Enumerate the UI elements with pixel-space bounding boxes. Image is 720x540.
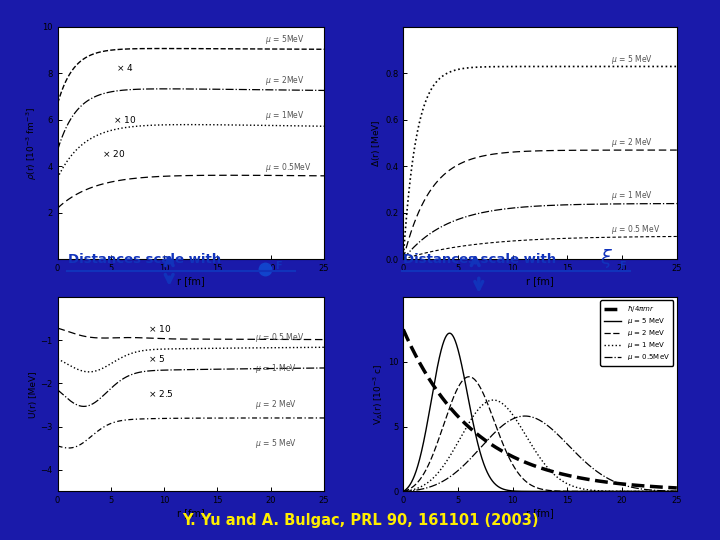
Text: $\mu$ = 5 MeV: $\mu$ = 5 MeV <box>611 53 653 66</box>
Text: $\times$ 2.5: $\times$ 2.5 <box>148 388 174 399</box>
Text: F: F <box>275 261 282 271</box>
Text: $\mu$ = 0.5 MeV: $\mu$ = 0.5 MeV <box>255 331 304 344</box>
Y-axis label: $\Delta$(r) [MeV]: $\Delta$(r) [MeV] <box>370 119 382 167</box>
Text: $\mu$ = 2 MeV: $\mu$ = 2 MeV <box>611 137 653 150</box>
Y-axis label: V$_\Delta$(r) [10$^{-3}$ c]: V$_\Delta$(r) [10$^{-3}$ c] <box>372 363 385 425</box>
Text: $\mu$ = 0.5MeV: $\mu$ = 0.5MeV <box>266 161 312 174</box>
X-axis label: r [fm]: r [fm] <box>177 276 204 286</box>
Text: $\mu$ = 5MeV: $\mu$ = 5MeV <box>266 33 305 46</box>
X-axis label: r [fm]: r [fm] <box>526 276 554 286</box>
Text: Y. Yu and A. Bulgac, PRL 90, 161101 (2003): Y. Yu and A. Bulgac, PRL 90, 161101 (200… <box>181 513 539 528</box>
Legend: $\hbar/4\pi mr$, $\mu$ = 5 MeV, $\mu$ = 2 MeV, $\mu$ = 1 MeV, $\mu$ = 0.5MeV: $\hbar/4\pi mr$, $\mu$ = 5 MeV, $\mu$ = … <box>600 300 673 366</box>
Text: Distances scale with: Distances scale with <box>68 253 226 266</box>
Text: $\mu$ = 1MeV: $\mu$ = 1MeV <box>266 109 305 122</box>
X-axis label: r [fm]: r [fm] <box>177 508 204 518</box>
Text: $\mu$ = 5 MeV: $\mu$ = 5 MeV <box>255 437 297 450</box>
Text: F: F <box>619 261 626 271</box>
Text: $\times$ 5: $\times$ 5 <box>148 353 166 364</box>
Text: $\xi$: $\xi$ <box>600 247 613 270</box>
Text: $\times$ 10: $\times$ 10 <box>113 114 136 125</box>
Text: $\times$ 20: $\times$ 20 <box>102 148 125 159</box>
Y-axis label: U(r) [MeV]: U(r) [MeV] <box>29 371 37 417</box>
Text: $\mu$ = 1 MeV: $\mu$ = 1 MeV <box>611 188 653 201</box>
Text: $\times$ 10: $\times$ 10 <box>148 323 171 334</box>
Text: $\mu$ = 2MeV: $\mu$ = 2MeV <box>266 74 305 87</box>
Text: $\mu$ = 0.5 MeV: $\mu$ = 0.5 MeV <box>611 224 660 237</box>
Text: $\mu$ = 1 MeV: $\mu$ = 1 MeV <box>255 362 297 375</box>
Text: Distances scale with: Distances scale with <box>403 253 561 266</box>
Text: $\times$ 4: $\times$ 4 <box>116 62 134 73</box>
Y-axis label: $\rho$(r) [10$^{-3}$ fm$^{-3}$]: $\rho$(r) [10$^{-3}$ fm$^{-3}$] <box>25 106 40 180</box>
Text: $\mu$ = 2 MeV: $\mu$ = 2 MeV <box>255 398 297 411</box>
X-axis label: r [fm]: r [fm] <box>526 508 554 518</box>
